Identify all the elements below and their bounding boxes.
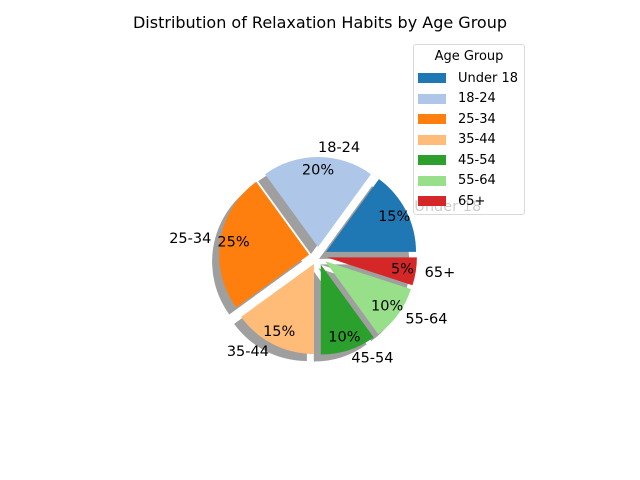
legend-label: 45-54 [458,152,496,168]
slice-label-65: 65+ [425,265,456,281]
legend-item-under-18: Under 18 [418,70,518,86]
slice-under-18 [326,179,417,252]
legend-label: 65+ [458,193,486,209]
slice-percent-45-54: 10% [328,329,360,345]
legend-swatch [418,73,446,83]
slice-label-18-24: 18-24 [318,140,360,156]
legend-label: Under 18 [458,70,519,86]
legend-label: 18-24 [458,91,496,106]
slice-percent-55-64: 10% [371,298,403,314]
slice-percent-under-18: 15% [378,209,410,225]
legend-item-25-34: 25-34 [418,111,496,127]
legend: Age Group Under 18 18-24 25-34 35-44 45-54 55… [413,44,525,215]
slice-45-54 [320,264,374,355]
legend-swatch [418,114,446,124]
slice-35-44 [241,264,314,355]
slice-percent-25-34: 25% [217,235,249,251]
legend-swatch [418,93,446,104]
legend-swatch [418,175,446,186]
slice-percent-65: 5% [391,261,414,277]
legend-label: 25-34 [458,111,496,127]
slice-55-64 [325,261,411,335]
legend-item-18-24: 18-24 [418,91,496,107]
legend-item-45-54: 45-54 [418,152,496,168]
legend-title: Age Group [434,49,504,64]
legend-label: 55-64 [458,173,496,188]
legend-item-35-44: 35-44 [418,132,496,148]
slice-65 [326,257,417,286]
legend-swatch [418,134,446,145]
slice-label-35-44: 35-44 [227,344,269,360]
legend-swatch [418,155,446,165]
legend-swatch [418,196,446,206]
legend-item-65: 65+ [418,193,485,209]
slice-label-25-34: 25-34 [169,231,211,247]
slice-25-34 [219,181,310,308]
slice-label-45-54: 45-54 [351,351,393,367]
slice-label-55-64: 55-64 [405,311,447,327]
slice-18-24 [265,157,371,247]
slice-percent-35-44: 15% [263,324,295,340]
slice-percent-18-24: 20% [302,163,334,179]
legend-label: 35-44 [458,132,496,147]
slice-layer [219,157,417,355]
chart-title: Distribution of Relaxation Habits by Age… [133,13,507,32]
legend-item-55-64: 55-64 [418,173,496,189]
